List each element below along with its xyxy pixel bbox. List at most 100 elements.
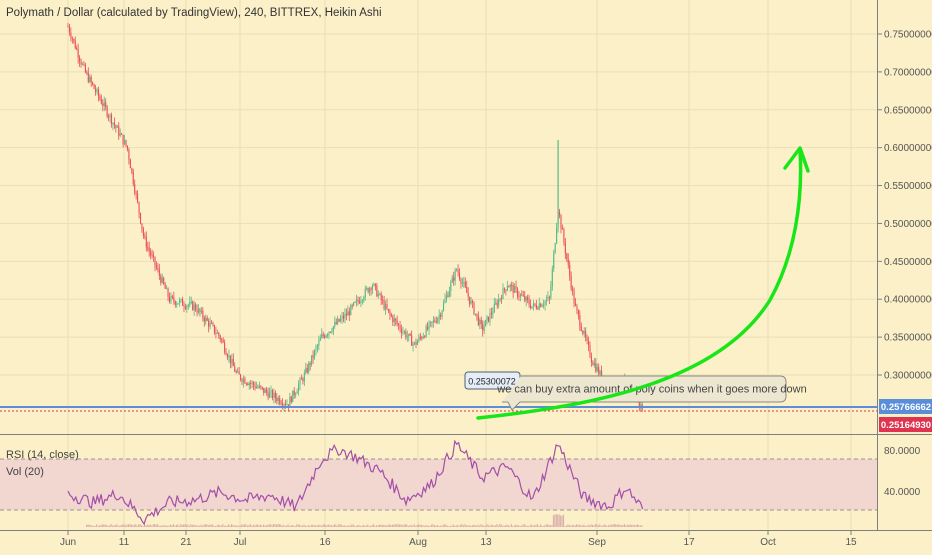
- candle-body: [296, 391, 298, 394]
- candle-body: [387, 309, 389, 311]
- volume-bar: [574, 525, 576, 527]
- volume-bar: [210, 524, 212, 527]
- candle-body: [289, 396, 291, 406]
- candle-body: [493, 303, 495, 313]
- candle-body: [501, 298, 503, 300]
- volume-bar: [368, 525, 370, 527]
- volume-bar: [325, 525, 327, 527]
- volume-bar: [203, 524, 205, 527]
- volume-bar: [590, 524, 592, 527]
- candle-body: [76, 48, 78, 50]
- volume-bar: [396, 524, 398, 527]
- candle-body: [264, 389, 266, 393]
- candle-body: [516, 288, 519, 297]
- volume-bar: [229, 525, 231, 527]
- volume-bar: [480, 524, 482, 527]
- candle-body: [360, 300, 362, 303]
- candle-body: [431, 321, 433, 323]
- volume-bar: [615, 524, 617, 527]
- volume-bar: [616, 524, 618, 527]
- candle-body: [234, 366, 236, 372]
- candle-body: [147, 247, 149, 249]
- candle-body: [334, 322, 336, 327]
- volume-bar: [352, 524, 354, 527]
- volume-bar: [367, 524, 369, 527]
- volume-bar: [322, 524, 324, 527]
- volume-bar: [262, 524, 264, 527]
- time-tick-label: Sep: [588, 537, 606, 548]
- candle-body: [480, 319, 482, 324]
- volume-bar: [104, 524, 106, 527]
- candle-body: [512, 285, 514, 293]
- volume-bar: [563, 514, 565, 527]
- callout-bubble[interactable]: [502, 375, 787, 411]
- candle-body: [483, 326, 485, 331]
- volume-bar: [412, 525, 414, 527]
- volume-bar: [560, 515, 562, 527]
- candle-body: [324, 335, 326, 338]
- volume-bar: [316, 525, 318, 527]
- candle-body: [93, 84, 95, 89]
- candle-body: [171, 295, 173, 298]
- volume-bar: [329, 525, 331, 527]
- callout-text: we can buy extra amount of poly coins wh…: [496, 384, 806, 396]
- candle-body: [290, 396, 292, 403]
- volume-bar: [297, 524, 299, 527]
- candle-body: [74, 40, 76, 49]
- volume-bar: [584, 525, 586, 527]
- candle-body: [224, 342, 226, 352]
- volume-bar: [191, 524, 193, 527]
- candle-body: [514, 286, 516, 293]
- volume-bar: [507, 525, 509, 527]
- volume-bar: [576, 524, 578, 527]
- volume-bar: [628, 524, 630, 527]
- candle-body: [499, 298, 501, 300]
- candle-body: [461, 282, 463, 284]
- volume-bar: [419, 524, 421, 527]
- volume-bar: [376, 525, 377, 527]
- candle-body: [567, 259, 569, 265]
- volume-bar: [154, 524, 156, 527]
- volume-bar: [403, 524, 405, 527]
- candle-body: [550, 286, 552, 298]
- volume-bar: [526, 525, 528, 527]
- candle-body: [251, 382, 253, 384]
- volume-bar: [499, 524, 501, 527]
- volume-bar: [509, 525, 511, 527]
- candle-body: [525, 297, 527, 301]
- volume-bar: [425, 524, 427, 527]
- price-tick-label: 0.35000000: [884, 333, 932, 344]
- volume-bar: [296, 524, 298, 527]
- price-tick-label: 0.50000000: [884, 219, 932, 230]
- volume-bar: [294, 525, 296, 527]
- volume-bar: [458, 525, 460, 527]
- volume-bar: [381, 524, 383, 527]
- volume-bar: [100, 524, 102, 527]
- volume-bar: [592, 524, 594, 527]
- volume-bar: [465, 525, 467, 527]
- candle-body: [492, 312, 494, 315]
- volume-bar: [146, 524, 148, 527]
- candle-body: [241, 379, 243, 383]
- volume-bar: [170, 524, 172, 527]
- volume-bar: [335, 524, 337, 527]
- candle-body: [389, 310, 391, 315]
- candle-body: [351, 305, 353, 307]
- candle-body: [414, 342, 416, 344]
- price-label-text: 0.25300072: [468, 377, 516, 387]
- candle-body: [477, 315, 479, 325]
- volume-bar: [626, 524, 628, 527]
- volume-bar: [215, 525, 217, 527]
- volume-bar: [402, 525, 404, 527]
- candle-body: [253, 382, 255, 386]
- volume-bar: [268, 524, 270, 527]
- volume-bar: [207, 525, 209, 527]
- candle-body: [572, 288, 574, 291]
- volume-bar: [223, 525, 225, 527]
- candle-body: [338, 318, 340, 322]
- volume-bar: [187, 524, 189, 527]
- volume-bar: [435, 525, 437, 527]
- volume-bar: [107, 525, 109, 527]
